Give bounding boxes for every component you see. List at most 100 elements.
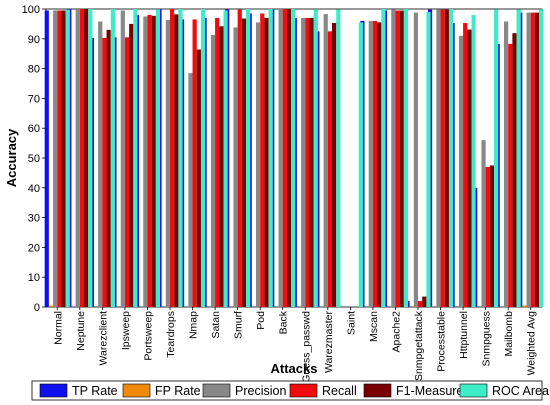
bar bbox=[65, 9, 70, 307]
bar bbox=[436, 9, 441, 307]
bar bbox=[309, 17, 314, 307]
y-tick-label: 50 bbox=[28, 153, 40, 165]
bar bbox=[170, 9, 175, 307]
x-category-label: Mailbomb bbox=[503, 311, 515, 357]
bar bbox=[358, 22, 363, 307]
bar bbox=[508, 43, 513, 308]
x-category-label: Back bbox=[278, 310, 290, 334]
bar bbox=[61, 10, 66, 308]
bar bbox=[485, 166, 490, 307]
bar bbox=[494, 9, 499, 307]
bar bbox=[88, 9, 93, 307]
bar bbox=[399, 10, 404, 308]
bar bbox=[120, 10, 125, 308]
x-category-label: Warezclient bbox=[97, 311, 109, 366]
bar bbox=[174, 14, 179, 308]
bar bbox=[530, 12, 535, 308]
bar bbox=[178, 9, 183, 307]
legend-swatch bbox=[202, 383, 231, 398]
bar bbox=[268, 9, 273, 307]
bar bbox=[110, 9, 115, 307]
bar bbox=[165, 20, 170, 308]
bar bbox=[223, 10, 228, 308]
bar bbox=[291, 9, 296, 307]
bar bbox=[57, 10, 62, 308]
bar bbox=[471, 14, 476, 308]
bar bbox=[155, 9, 161, 308]
bar bbox=[147, 14, 152, 308]
bar bbox=[210, 34, 216, 308]
x-axis-title: Attacks bbox=[271, 361, 318, 376]
x-category-label: Saint bbox=[345, 311, 357, 335]
y-tick-label: 0 bbox=[34, 302, 40, 314]
bar bbox=[143, 16, 148, 307]
legend-label: F1-Measure bbox=[396, 384, 463, 398]
bar bbox=[48, 305, 54, 307]
x-category-label: Smurf bbox=[233, 311, 245, 339]
bar bbox=[534, 12, 540, 308]
bar bbox=[512, 33, 517, 307]
x-category-label: Ipsweep bbox=[120, 311, 132, 350]
bar bbox=[391, 9, 396, 307]
legend-swatch bbox=[459, 383, 488, 398]
x-category-label: Warezmaster bbox=[323, 311, 335, 374]
y-tick-label: 10 bbox=[28, 272, 40, 284]
bar bbox=[327, 31, 333, 307]
bar bbox=[489, 165, 495, 307]
bar bbox=[196, 49, 201, 307]
bar bbox=[84, 9, 89, 307]
legend-label: ROC Area bbox=[492, 384, 549, 398]
bar bbox=[237, 9, 242, 307]
bar bbox=[323, 14, 328, 307]
bar bbox=[377, 22, 382, 307]
bar bbox=[79, 9, 85, 307]
y-axis: 0 10 20 30 40 50 60 70 80 90 100 bbox=[22, 4, 46, 314]
y-tick-label: 30 bbox=[28, 213, 40, 225]
bar bbox=[264, 17, 269, 307]
bar bbox=[219, 26, 224, 308]
bar bbox=[133, 9, 138, 307]
bar bbox=[192, 19, 197, 308]
bar bbox=[106, 29, 111, 308]
legend: TP Rate FP Rate Precision Recall F1-Measure R… bbox=[39, 383, 549, 398]
legend-label: Recall bbox=[322, 384, 357, 398]
bar bbox=[381, 9, 386, 307]
x-category-label: Guess_passwd bbox=[300, 311, 312, 383]
y-tick-label: 70 bbox=[28, 93, 40, 105]
x-category-label: Teardrops bbox=[165, 311, 177, 358]
bar bbox=[278, 9, 283, 307]
x-category-label: Weighted Avg bbox=[526, 311, 538, 376]
legend-label: Precision bbox=[235, 384, 286, 398]
bar bbox=[282, 9, 287, 307]
bar bbox=[336, 9, 341, 307]
bar bbox=[463, 23, 468, 307]
bar bbox=[413, 12, 418, 308]
bar bbox=[241, 18, 247, 307]
y-tick-label: 20 bbox=[28, 242, 40, 254]
bar bbox=[102, 37, 107, 307]
bar bbox=[188, 73, 193, 307]
x-category-label: Normal bbox=[52, 311, 64, 345]
bar bbox=[444, 9, 449, 307]
bar bbox=[526, 12, 531, 308]
y-tick-label: 40 bbox=[28, 183, 40, 195]
x-category-label: Neptune bbox=[75, 311, 87, 351]
legend-swatch bbox=[39, 383, 68, 398]
bar bbox=[539, 9, 544, 308]
y-tick-label: 90 bbox=[28, 34, 40, 46]
legend-box bbox=[31, 380, 543, 401]
bar bbox=[458, 35, 464, 307]
y-tick-label: 100 bbox=[22, 4, 40, 16]
bar bbox=[481, 140, 486, 307]
bar bbox=[368, 20, 373, 307]
bar bbox=[313, 9, 318, 308]
bar bbox=[215, 17, 220, 307]
bars-layer bbox=[44, 9, 544, 308]
bar bbox=[200, 9, 206, 307]
bar bbox=[426, 11, 431, 307]
x-category-label: Pod bbox=[255, 311, 267, 330]
x-category-label: Snmpguess bbox=[481, 311, 493, 366]
bar bbox=[260, 13, 265, 307]
bar bbox=[372, 20, 378, 307]
